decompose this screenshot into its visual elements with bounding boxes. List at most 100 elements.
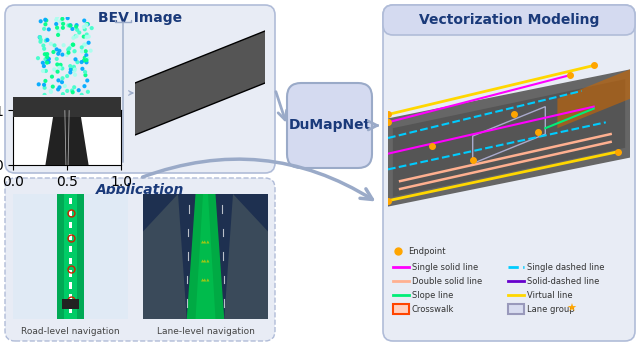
Point bbox=[77, 66, 88, 72]
Point bbox=[52, 69, 63, 74]
Point bbox=[69, 68, 79, 74]
Point bbox=[69, 84, 79, 90]
Bar bbox=[68, 198, 72, 204]
Text: ▲▲▲: ▲▲▲ bbox=[201, 241, 210, 245]
Polygon shape bbox=[45, 97, 88, 165]
Point bbox=[62, 73, 72, 79]
Point bbox=[67, 26, 77, 32]
Point bbox=[81, 57, 92, 63]
Point bbox=[74, 30, 84, 35]
Bar bbox=[68, 307, 72, 313]
Point bbox=[46, 89, 56, 95]
Point bbox=[51, 17, 61, 23]
Point bbox=[60, 83, 70, 89]
Point bbox=[61, 52, 72, 58]
Point bbox=[79, 55, 90, 61]
Point bbox=[84, 34, 94, 39]
Bar bbox=[68, 282, 72, 289]
Text: Lane-level navigation: Lane-level navigation bbox=[157, 327, 255, 336]
Point bbox=[45, 41, 56, 46]
Bar bbox=[68, 234, 72, 240]
Point bbox=[38, 60, 48, 65]
Bar bbox=[68, 294, 72, 301]
Point bbox=[45, 88, 56, 94]
Polygon shape bbox=[557, 70, 630, 128]
Point bbox=[54, 84, 65, 90]
Point bbox=[79, 27, 90, 32]
Point bbox=[79, 42, 90, 47]
Point bbox=[36, 19, 46, 24]
Point bbox=[44, 59, 54, 65]
Point bbox=[40, 52, 50, 57]
Point bbox=[54, 28, 64, 34]
Point bbox=[81, 60, 92, 65]
Point bbox=[35, 39, 45, 45]
Bar bbox=[68, 210, 72, 216]
Text: ▲▲▲: ▲▲▲ bbox=[201, 279, 210, 282]
Point bbox=[70, 48, 80, 54]
Point bbox=[81, 22, 92, 28]
Text: ★: ★ bbox=[566, 304, 576, 314]
Bar bbox=[63, 299, 79, 309]
Point bbox=[68, 90, 78, 95]
Point bbox=[86, 25, 97, 31]
Point bbox=[39, 82, 49, 88]
Point bbox=[79, 18, 90, 23]
Point bbox=[49, 43, 60, 48]
Point bbox=[42, 54, 52, 60]
Point bbox=[79, 24, 89, 30]
Point bbox=[69, 49, 79, 54]
Point bbox=[53, 32, 63, 38]
Point bbox=[40, 17, 51, 22]
Point bbox=[42, 60, 52, 65]
Point bbox=[40, 56, 51, 62]
Point bbox=[33, 55, 43, 61]
Point bbox=[65, 63, 76, 69]
Point bbox=[77, 49, 87, 54]
Point bbox=[79, 83, 90, 89]
Point bbox=[79, 58, 89, 63]
Point bbox=[51, 47, 61, 52]
Text: BEV Image: BEV Image bbox=[98, 11, 182, 25]
Point bbox=[76, 59, 86, 65]
Point bbox=[81, 34, 92, 40]
Point bbox=[81, 48, 91, 54]
Point bbox=[68, 64, 79, 70]
Point bbox=[83, 21, 93, 27]
Polygon shape bbox=[143, 194, 187, 319]
Point bbox=[62, 88, 72, 94]
Point bbox=[53, 51, 63, 56]
Point bbox=[64, 46, 74, 51]
Point bbox=[79, 34, 89, 39]
FancyBboxPatch shape bbox=[5, 178, 275, 341]
Point bbox=[68, 35, 79, 40]
Bar bbox=[68, 222, 72, 228]
Point bbox=[47, 74, 57, 80]
Point bbox=[42, 37, 52, 43]
Point bbox=[70, 67, 80, 72]
Point bbox=[41, 68, 51, 74]
Point bbox=[57, 16, 67, 21]
Point bbox=[56, 62, 66, 67]
Polygon shape bbox=[195, 194, 216, 319]
Point bbox=[68, 42, 78, 47]
Point bbox=[35, 34, 45, 40]
Text: Slope line: Slope line bbox=[412, 291, 453, 300]
Point bbox=[49, 67, 60, 72]
Point bbox=[65, 70, 76, 75]
Point bbox=[65, 22, 76, 28]
Point bbox=[72, 27, 83, 33]
Point bbox=[80, 69, 90, 75]
Point bbox=[63, 22, 74, 28]
Point bbox=[77, 92, 87, 98]
Point bbox=[42, 59, 52, 64]
Point bbox=[54, 65, 65, 71]
Point bbox=[52, 56, 62, 62]
Point bbox=[39, 46, 49, 52]
Point bbox=[42, 36, 52, 42]
Point bbox=[80, 72, 90, 78]
Point bbox=[81, 57, 92, 63]
Point bbox=[72, 60, 83, 65]
Point bbox=[35, 34, 45, 40]
Point bbox=[65, 23, 76, 28]
